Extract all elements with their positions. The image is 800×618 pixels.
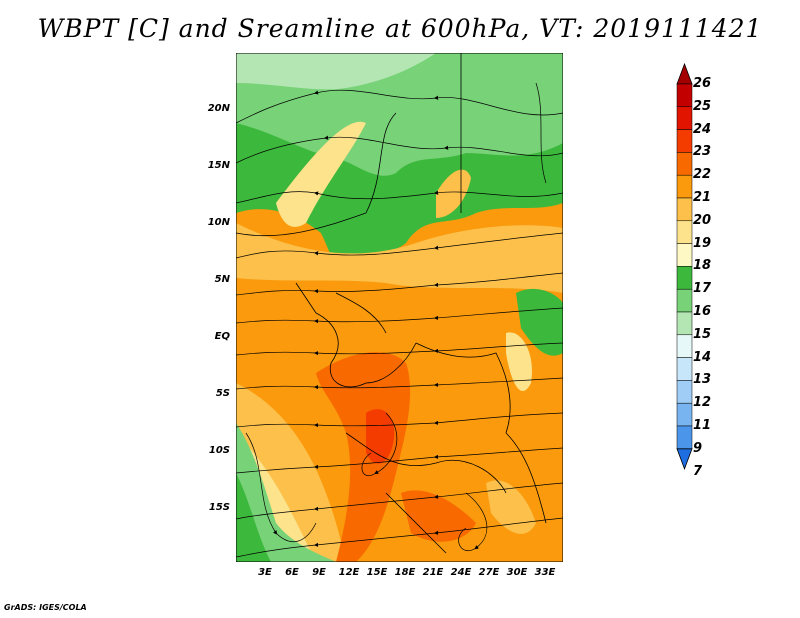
colorbar-swatch (676, 380, 693, 404)
colorbar-label: 25 (693, 98, 712, 114)
colorbar-label: 18 (693, 258, 712, 274)
wbpt-field-17-east (516, 288, 563, 356)
lon-label-3e: 3E (258, 567, 272, 578)
colorbar-label: 9 (693, 440, 703, 456)
wbpt-field-17-sw (236, 473, 271, 562)
colorbar-swatch (676, 152, 693, 176)
wbpt-field-15-north (236, 53, 436, 90)
wbpt-field-16-sw (236, 423, 336, 562)
colorbar-label: 7 (693, 463, 703, 479)
lon-label-30e: 30E (506, 567, 528, 578)
wbpt-field-20-central (236, 223, 563, 293)
lon-label-12e: 12E (338, 567, 360, 578)
lat-label-15s: 15S (208, 502, 230, 513)
colorbar-swatch (676, 83, 693, 108)
wbpt-field-20-east (436, 169, 471, 218)
colorbar-label: 16 (693, 304, 712, 319)
colorbar-label: 14 (693, 349, 712, 365)
colorbar-label: 24 (693, 121, 712, 137)
colorbar-label: 21 (693, 190, 712, 205)
lat-label-20n: 20N (207, 103, 230, 114)
lon-label-21e: 21E (422, 567, 444, 578)
colorbar-label: 12 (693, 395, 712, 411)
colorbar-label: 22 (693, 167, 712, 183)
colorbar-label: 17 (693, 281, 712, 297)
colorbar-swatch (676, 334, 693, 358)
wbpt-field-20-se (486, 480, 536, 534)
colorbar-swatch (676, 288, 693, 313)
map-panel (236, 53, 563, 562)
lon-label-6e: 6E (285, 567, 299, 578)
colorbar-label: 19 (693, 235, 712, 251)
lon-label-9e: 9E (312, 567, 326, 578)
colorbar-swatch (676, 220, 693, 244)
footer-credit: GrADS: IGES/COLA (4, 603, 87, 612)
colorbar-swatch (676, 129, 693, 153)
colorbar-swatch (676, 174, 693, 199)
colorbar-label: 23 (693, 144, 712, 160)
colorbar-label: 11 (693, 418, 712, 433)
colorbar-swatch (676, 243, 693, 267)
lat-label-eq: EQ (214, 331, 230, 342)
lon-label-15e: 15E (366, 567, 388, 578)
triangle-down-icon (676, 448, 693, 470)
colorbar-swatch (676, 311, 693, 336)
colorbar-swatch (676, 197, 693, 222)
colorbar-label: 15 (693, 326, 712, 342)
colorbar (676, 62, 693, 470)
lon-label-27e: 27E (478, 567, 500, 578)
colorbar-swatch (676, 357, 693, 381)
colorbar-swatch (676, 425, 693, 450)
lat-label-5s: 5S (215, 388, 230, 399)
lat-label-10n: 10N (207, 217, 230, 228)
lon-label-24e: 24E (450, 567, 472, 578)
streamlines (236, 82, 563, 558)
lon-label-18e: 18E (394, 567, 416, 578)
wbpt-field-19-east (506, 332, 532, 392)
lat-label-10s: 10S (208, 445, 230, 456)
colorbar-swatch (676, 266, 693, 290)
colorbar-swatch (676, 106, 693, 130)
wbpt-streamline-map (236, 53, 563, 562)
lat-label-5n: 5N (214, 274, 230, 285)
lon-label-33e: 33E (534, 567, 556, 578)
map-title: WBPT [C] and Sreamline at 600hPa, VT: 20… (37, 14, 763, 43)
lat-label-15n: 15N (207, 160, 230, 171)
triangle-up-icon (676, 62, 693, 85)
colorbar-swatch (676, 402, 693, 427)
colorbar-label: 20 (693, 212, 712, 228)
colorbar-label: 26 (693, 76, 712, 91)
colorbar-label: 13 (693, 372, 712, 388)
